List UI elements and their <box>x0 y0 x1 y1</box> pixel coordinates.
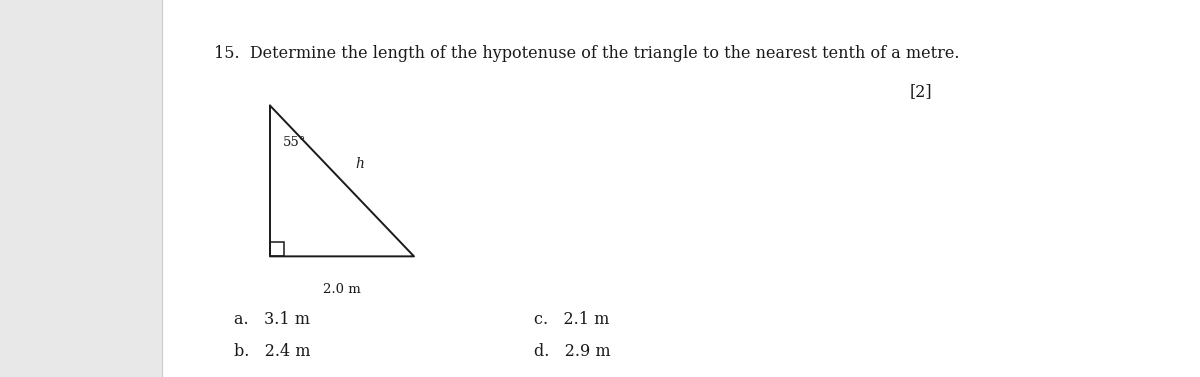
Text: b.   2.4 m: b. 2.4 m <box>234 343 311 360</box>
Text: c.   2.1 m: c. 2.1 m <box>534 311 610 328</box>
Bar <box>270 242 284 256</box>
Text: 15.  Determine the length of the hypotenuse of the triangle to the nearest tenth: 15. Determine the length of the hypotenu… <box>214 45 959 62</box>
Text: [2]: [2] <box>910 83 932 100</box>
Text: d.   2.9 m: d. 2.9 m <box>534 343 611 360</box>
Text: 55°: 55° <box>283 136 306 149</box>
Text: 2.0 m: 2.0 m <box>323 283 361 296</box>
Text: a.   3.1 m: a. 3.1 m <box>234 311 310 328</box>
Text: h: h <box>355 157 364 171</box>
